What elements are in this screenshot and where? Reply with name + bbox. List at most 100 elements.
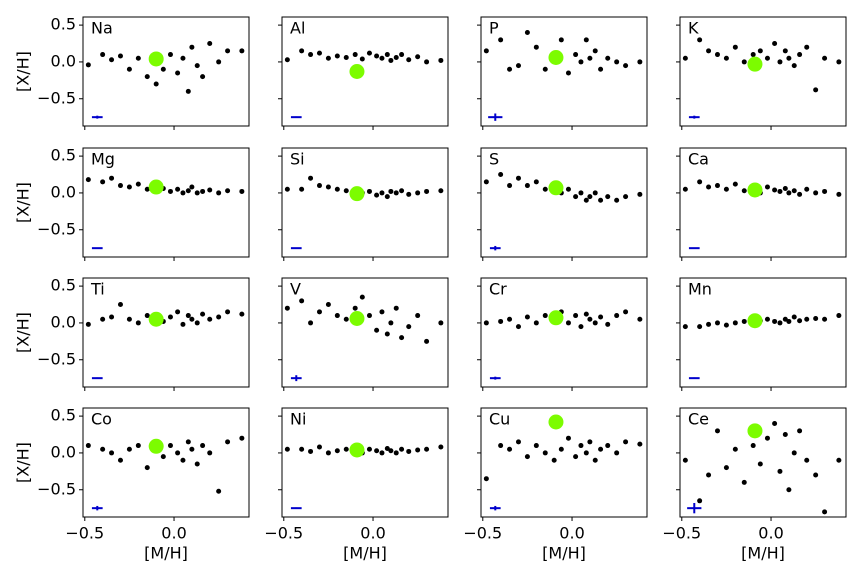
data-point <box>85 177 91 183</box>
data-point <box>399 188 405 194</box>
data-point <box>578 324 584 330</box>
y-tick-label: 0.5 <box>51 146 76 165</box>
data-point <box>167 52 173 58</box>
data-point <box>379 190 385 196</box>
data-point <box>723 322 729 328</box>
panel-title: Mn <box>688 280 712 299</box>
data-point <box>239 48 245 54</box>
data-point <box>216 314 222 320</box>
data-point <box>587 316 593 322</box>
data-point <box>109 450 115 456</box>
data-point <box>741 59 747 65</box>
data-point <box>777 188 783 194</box>
data-point <box>714 52 720 58</box>
data-point <box>284 305 290 311</box>
data-point <box>714 183 720 189</box>
data-point <box>438 320 444 326</box>
data-point <box>598 66 604 72</box>
data-point <box>605 194 611 200</box>
axes-frame <box>82 16 250 127</box>
data-point <box>605 321 611 327</box>
data-point <box>507 183 513 189</box>
data-point <box>175 450 181 456</box>
data-point <box>424 338 430 344</box>
panel-title: Cr <box>489 280 507 299</box>
data-point <box>732 446 738 452</box>
data-point <box>498 443 504 449</box>
axes-frame <box>480 16 648 127</box>
data-point <box>804 186 810 192</box>
data-point <box>565 186 571 192</box>
data-point <box>200 188 206 194</box>
data-point <box>175 186 181 192</box>
panel-title: Si <box>290 150 305 169</box>
data-point <box>822 316 828 322</box>
axes-frame <box>679 147 847 258</box>
data-point <box>706 472 712 478</box>
data-point <box>498 172 504 178</box>
axes-frame <box>281 16 449 127</box>
axes-frame <box>82 407 250 518</box>
data-point <box>804 457 810 463</box>
data-point <box>438 188 444 194</box>
data-point <box>126 316 132 322</box>
data-point <box>299 186 305 192</box>
data-point <box>366 313 372 319</box>
data-point <box>682 186 688 192</box>
data-point <box>185 88 191 94</box>
data-point <box>180 457 186 463</box>
data-point <box>185 188 191 194</box>
data-point <box>424 188 430 194</box>
data-point <box>515 175 521 181</box>
data-point <box>772 187 778 193</box>
data-point <box>316 309 322 315</box>
data-point <box>723 186 729 192</box>
panel-title: Mg <box>91 150 115 169</box>
data-point <box>782 48 788 54</box>
y-tick-label: 0.5 <box>51 406 76 425</box>
data-point <box>777 468 783 474</box>
data-point <box>109 175 115 181</box>
data-point <box>424 446 430 452</box>
data-point <box>239 435 245 441</box>
data-point <box>498 37 504 43</box>
data-point <box>135 55 141 61</box>
x-axis-label: [M/H] <box>741 544 785 563</box>
data-point <box>714 428 720 434</box>
data-point <box>706 184 712 190</box>
data-point <box>583 311 589 317</box>
data-point <box>85 321 91 327</box>
y-axis-label: [X/H] <box>14 182 33 223</box>
data-point <box>578 59 584 65</box>
data-point <box>813 190 819 196</box>
data-point <box>399 52 405 58</box>
data-point <box>185 313 191 319</box>
data-point <box>507 316 513 322</box>
data-point <box>786 190 792 196</box>
data-point <box>85 62 91 68</box>
data-point <box>706 48 712 54</box>
data-point <box>542 66 548 72</box>
data-point <box>207 450 213 456</box>
data-point <box>406 191 412 197</box>
data-point <box>284 57 290 63</box>
data-point <box>533 179 539 185</box>
axes-frame <box>82 277 250 388</box>
data-point <box>483 476 489 482</box>
data-point <box>207 187 213 193</box>
x-tick-label: −0.5 <box>65 524 104 543</box>
data-point <box>126 184 132 190</box>
data-point <box>352 305 358 311</box>
data-point <box>614 197 620 203</box>
data-point <box>714 320 720 326</box>
data-point <box>225 439 231 445</box>
data-point <box>438 57 444 63</box>
data-point <box>637 441 643 447</box>
axes-frame <box>82 147 250 258</box>
data-point <box>498 318 504 324</box>
data-point <box>185 439 191 445</box>
data-point <box>379 309 385 315</box>
data-point <box>109 314 115 320</box>
data-point <box>592 190 598 196</box>
data-point <box>424 59 430 65</box>
